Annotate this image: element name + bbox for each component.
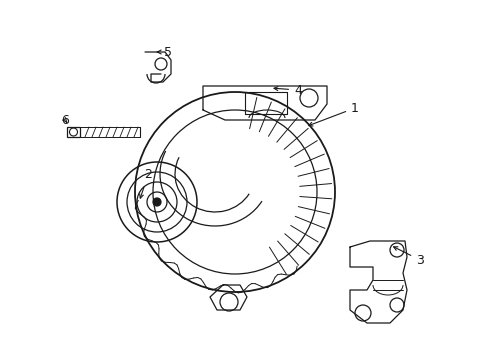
Text: 3: 3	[393, 247, 423, 266]
Text: 5: 5	[157, 45, 172, 58]
Text: 4: 4	[273, 84, 301, 96]
Circle shape	[153, 198, 161, 206]
Text: 1: 1	[308, 102, 358, 126]
Text: 6: 6	[61, 113, 69, 126]
Bar	[67, 127, 80, 137]
Text: 2: 2	[140, 168, 152, 198]
